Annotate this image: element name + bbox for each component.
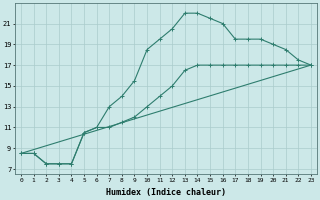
X-axis label: Humidex (Indice chaleur): Humidex (Indice chaleur) bbox=[106, 188, 226, 197]
